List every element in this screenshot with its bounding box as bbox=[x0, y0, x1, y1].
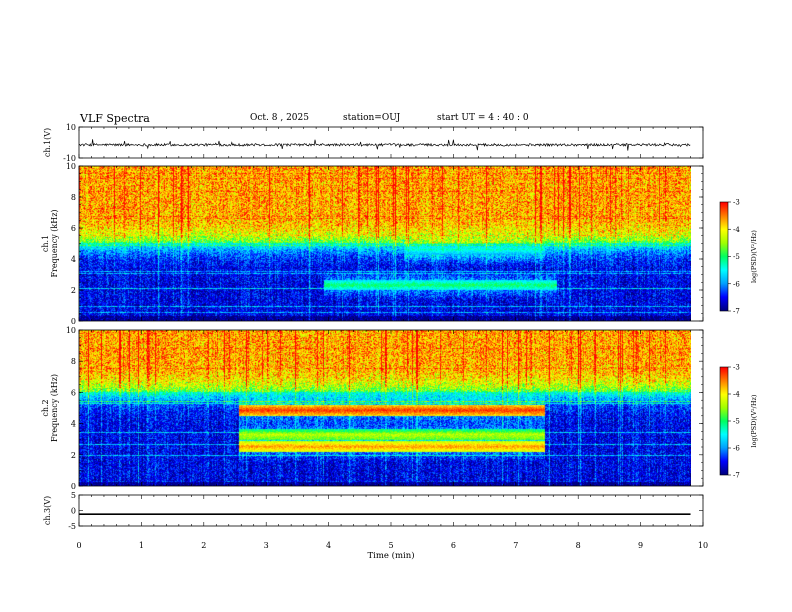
y-axis-label: ch.3(V) bbox=[43, 496, 52, 525]
colorbar-2 bbox=[720, 202, 728, 311]
y-tick-label: 2 bbox=[71, 451, 76, 460]
y-axis-label: ch.1 bbox=[41, 235, 50, 252]
x-tick-label: 8 bbox=[576, 541, 581, 550]
x-tick-label: 1 bbox=[139, 541, 144, 550]
y-axis-label: ch.1(V) bbox=[43, 128, 52, 157]
y-tick-label: 0 bbox=[71, 507, 76, 516]
x-tick-label: 0 bbox=[76, 541, 81, 550]
x-tick-label: 10 bbox=[698, 541, 708, 550]
y-tick-label: 10 bbox=[66, 162, 76, 171]
x-tick-label: 2 bbox=[201, 541, 206, 550]
panel-frame-ch1-waveform bbox=[78, 126, 704, 159]
y-axis-label: ch.2 bbox=[41, 399, 50, 416]
y-axis-label: Frequency (kHz) bbox=[50, 209, 59, 277]
x-tick-label: 6 bbox=[451, 541, 456, 550]
colorbar-tick-label: -7 bbox=[733, 472, 740, 480]
x-axis-label: Time (min) bbox=[367, 550, 414, 561]
colorbar-tick-label: -6 bbox=[733, 280, 740, 288]
spectrogram-image-3 bbox=[79, 330, 691, 486]
x-tick-label: 9 bbox=[638, 541, 643, 550]
x-tick-label: 3 bbox=[264, 541, 269, 550]
x-tick-label: 5 bbox=[388, 541, 393, 550]
y-axis-label: Frequency (kHz) bbox=[50, 374, 59, 442]
chart-title: VLF Spectra bbox=[80, 112, 150, 125]
y-tick-label: 10 bbox=[66, 123, 76, 132]
colorbar-label: log(PSD)(V²/Hz) bbox=[750, 230, 758, 283]
y-tick-label: 10 bbox=[66, 326, 76, 335]
colorbar-tick-label: -5 bbox=[733, 253, 740, 261]
colorbar-tick-label: -4 bbox=[733, 391, 740, 399]
y-tick-label: 6 bbox=[71, 224, 76, 233]
y-tick-label: 0 bbox=[71, 317, 76, 326]
station-label: station=OUJ bbox=[343, 113, 401, 123]
x-tick-label: 7 bbox=[513, 541, 518, 550]
y-tick-label: 5 bbox=[71, 491, 76, 500]
colorbar-tick-label: -3 bbox=[733, 199, 740, 207]
colorbar-tick-label: -4 bbox=[733, 226, 740, 234]
spectrogram-image-2 bbox=[79, 166, 691, 321]
y-tick-label: 4 bbox=[71, 255, 76, 264]
y-tick-label: -10 bbox=[63, 154, 76, 163]
y-tick-label: -5 bbox=[68, 522, 76, 531]
y-tick-label: 0 bbox=[71, 482, 76, 491]
colorbar-label: log(PSD)(V²/Hz) bbox=[750, 394, 758, 447]
start-ut-label: start UT = 4 : 40 : 0 bbox=[437, 113, 529, 123]
x-tick-label: 4 bbox=[326, 541, 331, 550]
colorbar-tick-label: -5 bbox=[733, 418, 740, 426]
y-tick-label: 2 bbox=[71, 286, 76, 295]
panel-frame-ch3-waveform bbox=[78, 494, 704, 527]
y-tick-label: 4 bbox=[71, 420, 76, 429]
ch1-trace bbox=[78, 139, 691, 151]
colorbar-tick-label: -7 bbox=[733, 308, 740, 316]
date-label: Oct. 8 , 2025 bbox=[250, 113, 309, 123]
colorbar-tick-label: -3 bbox=[733, 364, 740, 372]
y-tick-label: 8 bbox=[71, 193, 76, 202]
colorbar-3 bbox=[720, 367, 728, 475]
y-tick-label: 8 bbox=[71, 357, 76, 366]
colorbar-tick-label: -6 bbox=[733, 445, 740, 453]
y-tick-label: 6 bbox=[71, 388, 76, 397]
